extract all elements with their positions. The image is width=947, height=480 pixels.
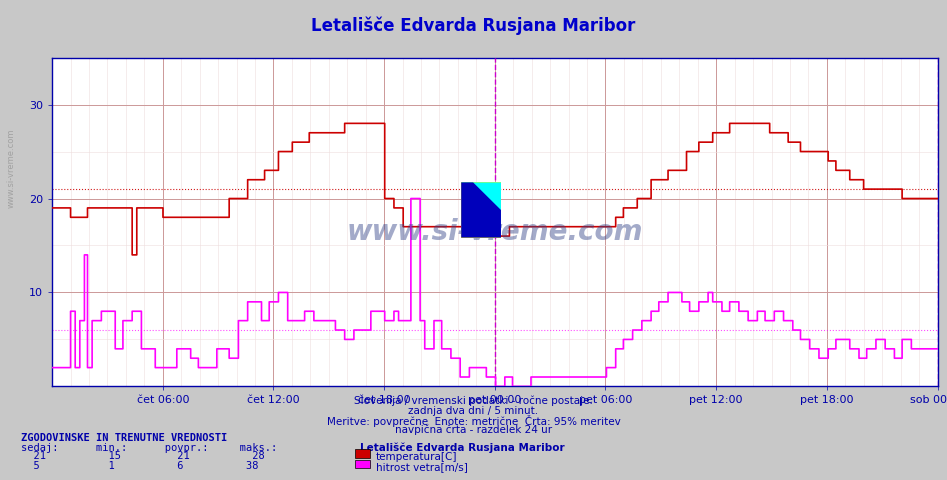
Text: sedaj:      min.:      povpr.:     maks.:: sedaj: min.: povpr.: maks.: [21,443,277,453]
Text: www.si-vreme.com: www.si-vreme.com [347,218,643,246]
Text: Meritve: povprečne  Enote: metrične  Črta: 95% meritev: Meritve: povprečne Enote: metrične Črta:… [327,415,620,427]
Text: navpična črta - razdelek 24 ur: navpična črta - razdelek 24 ur [395,425,552,435]
Text: www.si-vreme.com: www.si-vreme.com [7,128,16,208]
Text: temperatura[C]: temperatura[C] [376,452,457,462]
Text: zadnja dva dni / 5 minut.: zadnja dva dni / 5 minut. [408,406,539,416]
Polygon shape [461,182,501,238]
Text: ZGODOVINSKE IN TRENUTNE VREDNOSTI: ZGODOVINSKE IN TRENUTNE VREDNOSTI [21,433,227,443]
Polygon shape [461,182,501,238]
Text: 21          15         21          28: 21 15 21 28 [21,451,264,461]
Text: Letališče Edvarda Rusjana Maribor: Letališče Edvarda Rusjana Maribor [360,443,564,453]
Text: Slovenija / vremenski podatki - ročne postaje.: Slovenija / vremenski podatki - ročne po… [354,396,593,407]
Text: hitrost vetra[m/s]: hitrost vetra[m/s] [376,462,468,472]
Text: Letališče Edvarda Rusjana Maribor: Letališče Edvarda Rusjana Maribor [312,17,635,36]
Text: 5           1          6          38: 5 1 6 38 [21,461,259,471]
Polygon shape [461,182,501,238]
